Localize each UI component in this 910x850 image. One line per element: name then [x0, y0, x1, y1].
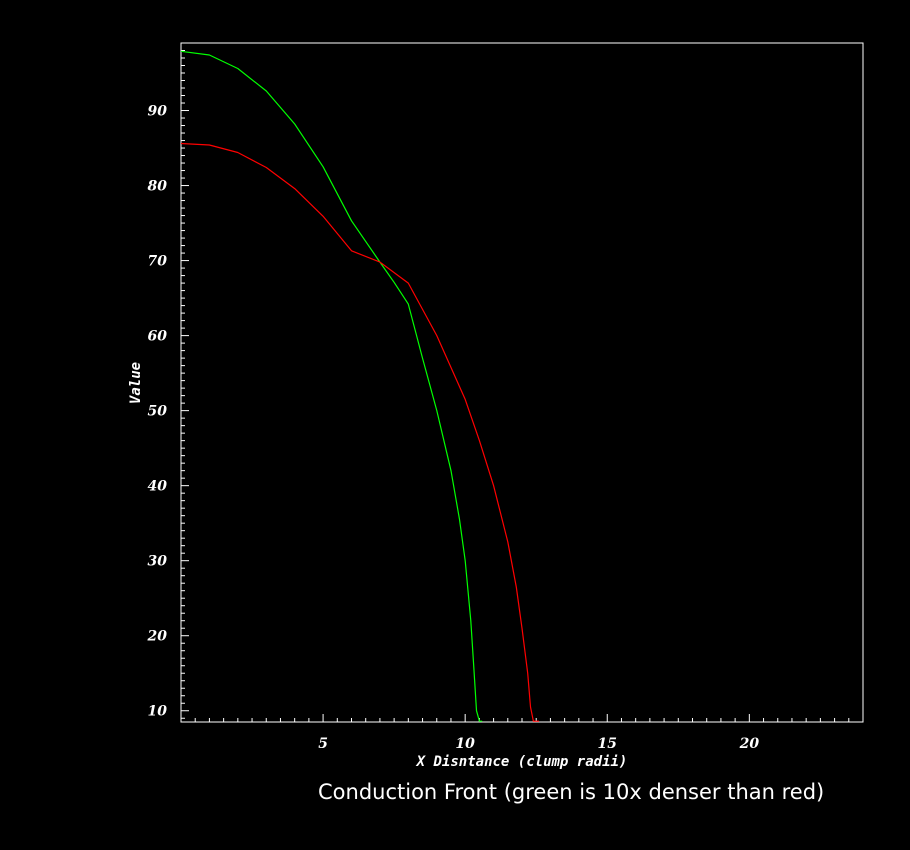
x-tick-label: 5	[318, 736, 328, 752]
chart-caption: Conduction Front (green is 10x denser th…	[318, 780, 825, 804]
y-tick-label: 20	[147, 629, 168, 645]
y-axis-label: Value	[128, 362, 144, 404]
plot-frame	[180, 42, 864, 723]
axis-tick-labels: 5 10 15 20 10 20 30 40 50 60 70 80 90	[147, 104, 760, 752]
y-tick-label: 70	[148, 254, 168, 270]
y-tick-label: 30	[148, 554, 168, 570]
data-series	[180, 50, 539, 722]
y-tick-label: 60	[148, 329, 168, 345]
x-tick-label: 15	[598, 736, 617, 752]
y-tick-label: 10	[148, 704, 168, 720]
series-line-green	[180, 50, 483, 722]
x-tick-label: 10	[455, 736, 475, 752]
series-line-red	[180, 142, 539, 722]
y-tick-label: 90	[148, 104, 168, 120]
y-tick-label: 50	[148, 404, 168, 420]
y-tick-label: 40	[148, 479, 168, 495]
axis-ticks	[181, 50, 850, 722]
x-tick-label: 20	[739, 736, 760, 752]
x-axis-label: X Disntance (clump radii)	[416, 754, 628, 770]
y-tick-label: 80	[148, 179, 168, 195]
